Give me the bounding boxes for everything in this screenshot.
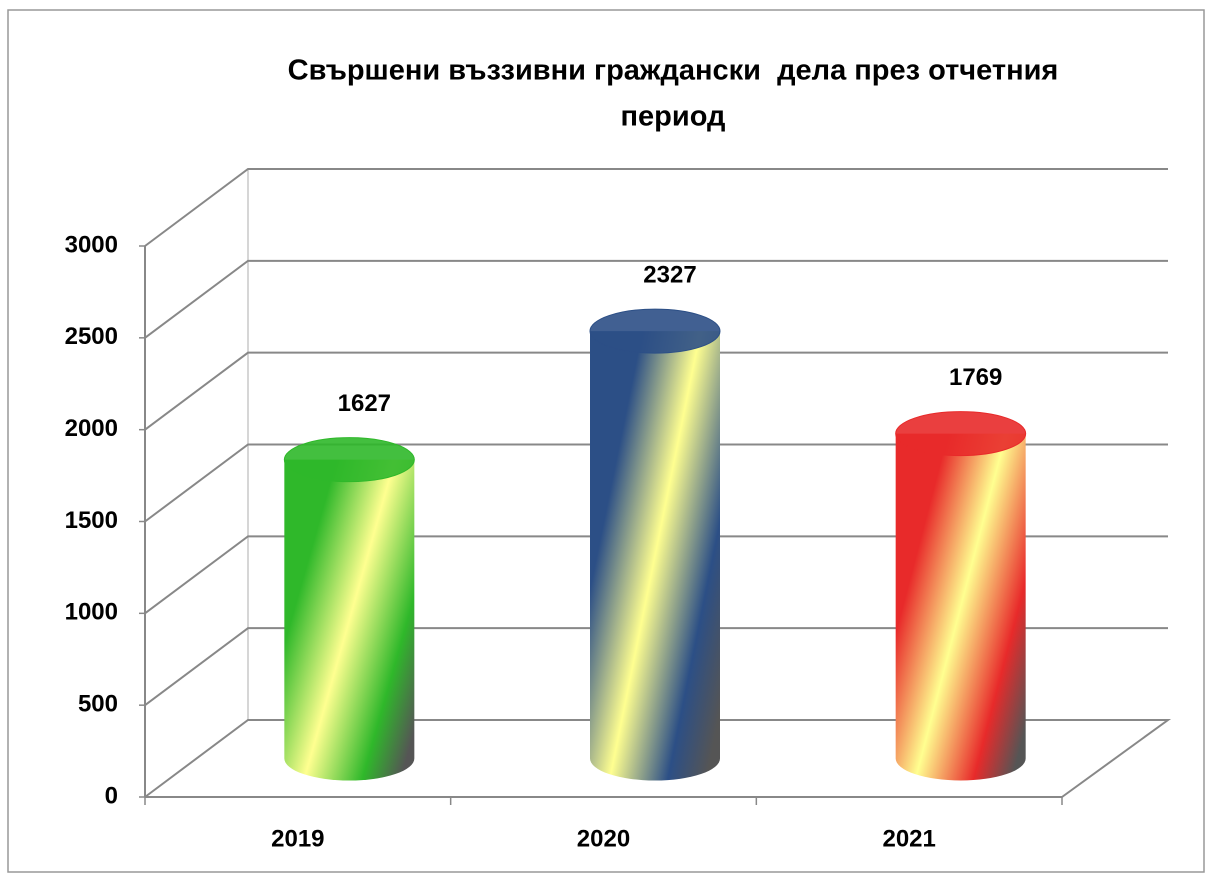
y-tick-label: 0 xyxy=(105,782,118,809)
plot: 0 500 1000 1500 2000 2500 3000 1627 2019 2327 2020… xyxy=(65,168,1172,852)
y-tick-label: 3000 xyxy=(65,231,118,258)
x-tick-label: 2021 xyxy=(882,825,935,852)
cylinder-top xyxy=(283,437,415,483)
value-label: 1627 xyxy=(338,390,391,417)
y-tick-label: 1500 xyxy=(65,507,118,534)
chart-title: Свършени въззивни граждански дела през о… xyxy=(288,55,1059,87)
y-tick-label: 2000 xyxy=(65,415,118,442)
grid-line xyxy=(144,535,1168,615)
grid-line xyxy=(144,627,1168,706)
cylinder-top xyxy=(589,308,721,354)
cylinder-body xyxy=(284,459,415,781)
x-tick-label: 2019 xyxy=(271,825,324,852)
y-tick-label: 500 xyxy=(78,691,118,718)
value-label: 2327 xyxy=(643,261,696,288)
grid-line xyxy=(144,443,1168,523)
grid-line xyxy=(144,259,1168,339)
cylinder-body xyxy=(590,331,720,781)
x-tick-label: 2020 xyxy=(577,825,630,852)
y-tick-label: 2500 xyxy=(65,323,118,350)
y-tick-label: 1000 xyxy=(65,599,118,626)
grid-line xyxy=(144,168,1168,247)
value-label: 1769 xyxy=(949,364,1002,391)
chart-title: период xyxy=(621,101,726,133)
cylinder-body xyxy=(895,433,1026,781)
grid-line xyxy=(144,351,1168,431)
cylinder-top xyxy=(895,411,1027,457)
